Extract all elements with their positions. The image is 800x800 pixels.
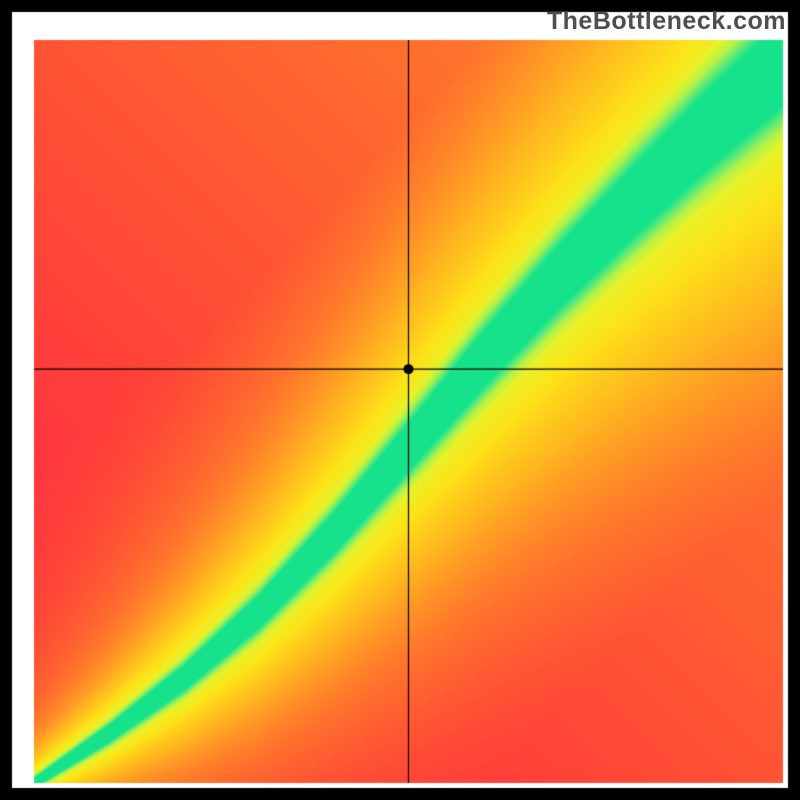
chart-container: TheBottleneck.com [0,0,800,800]
heatmap-canvas [0,0,800,800]
watermark-text: TheBottleneck.com [547,7,786,36]
